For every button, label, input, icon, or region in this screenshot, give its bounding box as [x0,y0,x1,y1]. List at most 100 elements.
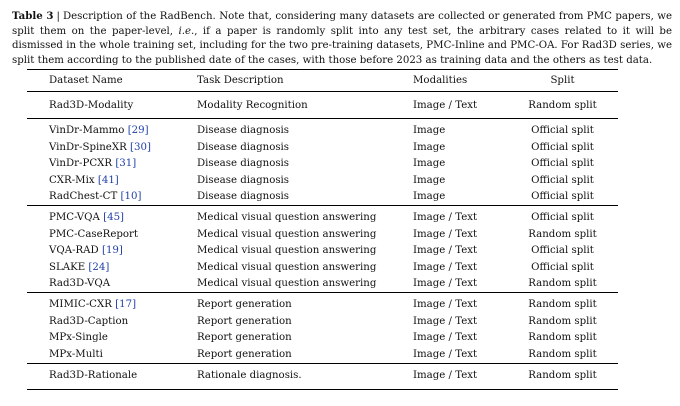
citation-link[interactable]: [30] [130,141,151,153]
cell-split: Random split [513,363,618,390]
caption-separator: | [56,11,60,22]
dataset-name: VinDr-PCXR [49,158,113,170]
cell-task-description: Disease diagnosis [197,118,413,140]
header-split: Split [513,69,618,92]
cell-dataset-name: MPx-Multi [27,347,197,364]
table-row: Rad3D-Caption Report generation Image / Te… [27,314,618,330]
cell-task-description: Report generation [197,348,292,360]
cell-task-description: Modality Recognition [197,100,308,111]
citation-link[interactable]: [17] [115,299,137,311]
cell-split: Random split [528,278,597,290]
citation-link[interactable]: [29] [127,125,149,137]
cell-task-description: Medical visual question answering [197,261,377,273]
header-dataset-name: Dataset Name [27,69,197,92]
citation-link[interactable]: [41] [97,174,119,186]
cell-task-description: Disease diagnosis [197,141,290,153]
cell-dataset-name: MPx-Single [27,330,197,346]
table-header-row: Dataset Name Task Description Modalities… [27,69,618,92]
cell-task-description: Medical visual question answering [197,205,413,227]
cell-split: Official split [531,158,594,170]
cell-dataset-name: CXR-Mix [41] [27,173,197,189]
cell-modalities: Image [413,191,446,203]
cell-dataset-name: Rad3D-VQA [27,276,197,293]
cell-modalities: Image [413,141,446,153]
table-label: Table 3 [12,10,54,22]
dataset-name: Rad3D-Caption [49,315,129,327]
citation-link[interactable]: [10] [120,191,142,203]
cell-modalities: Image / Text [413,261,478,273]
header-modalities: Modalities [413,69,513,92]
cell-dataset-name: RadChest-CT [10] [27,189,197,206]
cell-modalities: Image [413,118,513,140]
table-row: VQA-RAD [19] Medical visual question answ… [27,243,618,259]
cell-dataset-name: SLAKE [24] [27,260,197,276]
cell-split: Random split [528,315,597,327]
citation-link[interactable]: [31] [115,158,137,170]
cell-modalities: Image / Text [413,292,513,314]
table-row: Rad3D-Rationale Rationale diagnosis. Image… [27,363,618,390]
cell-task-description: Medical visual question answering [197,278,377,290]
caption-ie: i.e. [178,25,195,37]
dataset-name: Rad3D-Rationale [49,370,138,382]
cell-split: Official split [531,261,594,273]
cell-modalities: Image / Text [413,278,478,290]
cell-dataset-name: Rad3D-Rationale [27,363,197,390]
dataset-name: MIMIC-CXR [49,299,112,311]
cell-dataset-name: Rad3D-Modality [27,92,197,119]
table-row: CXR-Mix [41] Disease diagnosis Image Offici… [27,173,618,189]
citation-link[interactable]: [24] [88,261,110,273]
radbench-table: Dataset Name Task Description Modalities… [27,69,618,390]
cell-dataset-name: PMC-CaseReport [27,227,197,243]
cell-dataset-name: VinDr-PCXR [31] [27,156,197,172]
cell-dataset-name: Rad3D-Caption [27,314,197,330]
cell-task-description: Disease diagnosis [197,158,290,170]
dataset-name: SLAKE [49,261,86,273]
table-row: PMC-VQA [45] Medical visual question answ… [27,205,618,227]
header-task-description: Task Description [197,69,413,92]
table-row: MPx-Multi Report generation Image / Text Ra… [27,347,618,364]
cell-dataset-name: VinDr-Mammo [29] [27,118,197,140]
citation-link[interactable]: [19] [101,245,123,257]
dataset-name: VinDr-SpineXR [49,141,127,153]
citation-link[interactable]: [45] [103,212,125,224]
cell-modalities: Image / Text [413,205,513,227]
table-row: Rad3D-Modality Modality Recognition Image … [27,92,618,119]
cell-modalities: Image / Text [413,363,513,390]
cell-dataset-name: PMC-VQA [45] [27,205,197,227]
dataset-name: PMC-CaseReport [49,228,138,240]
dataset-name: MPx-Single [49,332,108,344]
cell-modalities: Image / Text [413,245,478,257]
cell-modalities: Image / Text [413,100,478,111]
cell-modalities: Image / Text [413,348,478,360]
cell-dataset-name: MIMIC-CXR [17] [27,292,197,314]
cell-modalities: Image / Text [413,228,478,240]
table-row: MIMIC-CXR [17] Report generation Image / T… [27,292,618,314]
table-row: MPx-Single Report generation Image / Text R… [27,330,618,346]
table-row: SLAKE [24] Medical visual question answer… [27,260,618,276]
cell-split: Official split [531,245,594,257]
table-row: Rad3D-VQA Medical visual question answeri… [27,276,618,293]
cell-task-description: Medical visual question answering [197,228,377,240]
dataset-name: VQA-RAD [49,245,99,257]
cell-modalities: Image / Text [413,315,478,327]
cell-task-description: Report generation [197,292,413,314]
cell-split: Official split [531,174,594,186]
cell-split: Random split [528,228,597,240]
cell-split: Official split [531,191,594,203]
table-row: VinDr-PCXR [31] Disease diagnosis Image Off… [27,156,618,172]
dataset-name: Rad3D-VQA [49,278,111,290]
cell-modalities: Image / Text [413,332,478,344]
table-caption: Table 3 | Description of the RadBench. Not… [12,9,672,68]
cell-dataset-name: VQA-RAD [19] [27,243,197,259]
dataset-name: PMC-VQA [49,212,100,224]
table-row: PMC-CaseReport Medical visual question an… [27,227,618,243]
cell-modalities: Image [413,174,446,186]
cell-task-description: Report generation [197,332,292,344]
cell-split: Random split [528,332,597,344]
dataset-name: Rad3D-Modality [49,100,134,111]
table-row: VinDr-Mammo [29] Disease diagnosis Image Of… [27,118,618,140]
dataset-name: VinDr-Mammo [49,125,125,137]
caption-text-a: Description of the RadBench. Note that, … [12,11,672,37]
cell-modalities: Image [413,158,446,170]
cell-split: Random split [528,348,597,360]
